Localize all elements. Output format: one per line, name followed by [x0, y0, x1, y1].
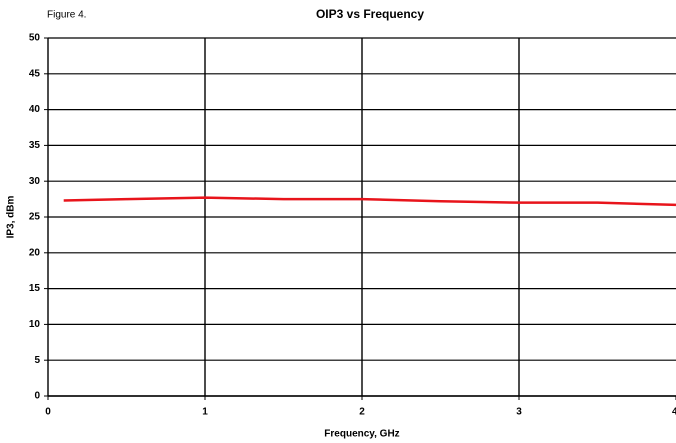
y-tick-label: 0 — [34, 391, 40, 402]
x-tick-label: 1 — [202, 407, 208, 418]
y-tick-label: 40 — [29, 104, 41, 115]
x-axis-label: Frequency, GHz — [324, 429, 399, 440]
x-tick-label: 0 — [45, 407, 51, 418]
y-tick-label: 25 — [29, 212, 41, 223]
y-tick-label: 10 — [29, 319, 41, 330]
x-tick-label: 3 — [516, 407, 522, 418]
y-tick-label: 50 — [29, 33, 41, 44]
y-tick-label: 20 — [29, 247, 41, 258]
y-tick-label: 30 — [29, 176, 41, 187]
x-tick-label: 4 — [672, 407, 676, 418]
y-axis-label: IP3, dBm — [6, 196, 17, 239]
y-tick-label: 35 — [29, 140, 41, 151]
x-tick-label: 2 — [359, 407, 365, 418]
figure-label: Figure 4. — [47, 10, 86, 21]
y-tick-label: 45 — [29, 68, 41, 79]
y-tick-label: 5 — [34, 355, 40, 366]
chart-title: OIP3 vs Frequency — [316, 7, 424, 21]
y-tick-label: 15 — [29, 283, 41, 294]
data-line — [63, 196, 676, 207]
